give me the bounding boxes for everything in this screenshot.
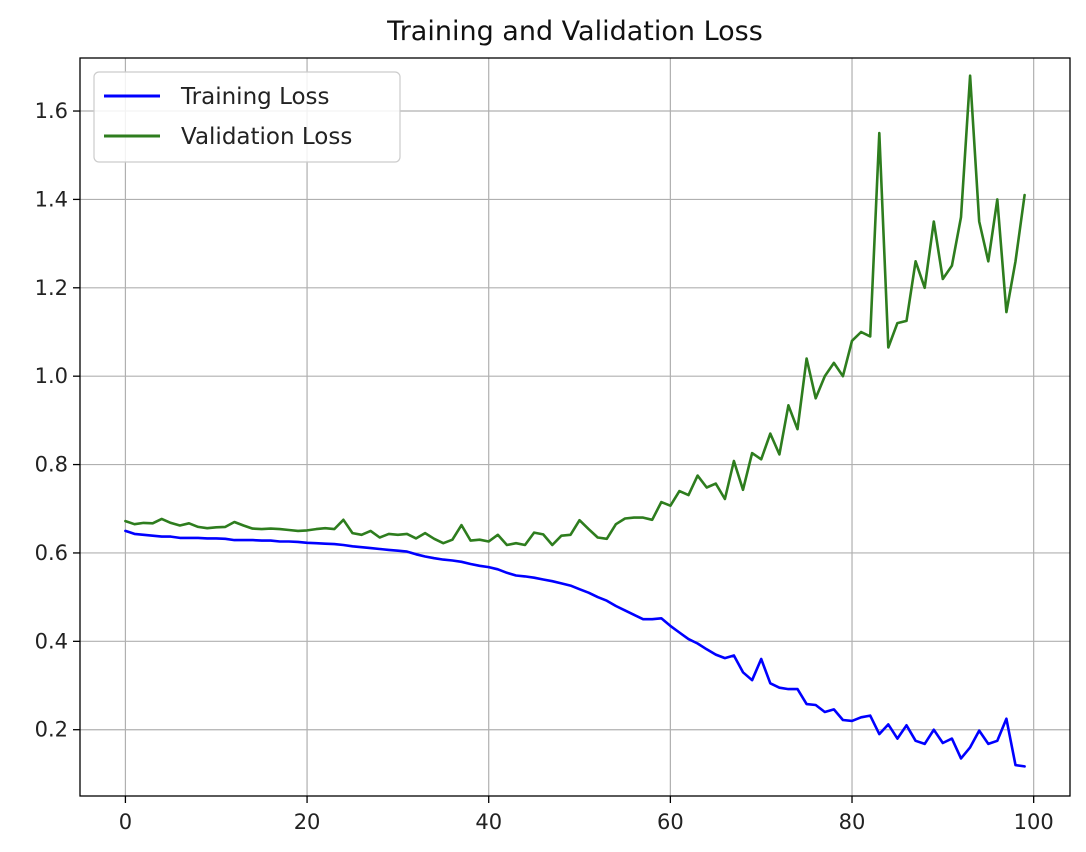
grid bbox=[80, 58, 1070, 796]
x-tick-label-0: 0 bbox=[119, 810, 132, 834]
x-tick-label-5: 100 bbox=[1014, 810, 1054, 834]
x-tick-label-2: 40 bbox=[475, 810, 502, 834]
legend: Training Loss Validation Loss bbox=[93, 71, 401, 163]
plot-area-frame bbox=[79, 57, 1071, 797]
y-tick-label-6: 1.4 bbox=[35, 187, 68, 211]
legend-label-validation: Validation Loss bbox=[181, 124, 352, 150]
series-lines bbox=[124, 74, 1026, 768]
series-line-training bbox=[124, 529, 1026, 768]
x-tick-label-3: 60 bbox=[657, 810, 684, 834]
y-tick-label-5: 1.2 bbox=[35, 276, 68, 300]
x-tick-label-4: 80 bbox=[839, 810, 866, 834]
legend-box bbox=[93, 71, 401, 163]
y-tick-label-7: 1.6 bbox=[35, 99, 68, 123]
legend-label-training: Training Loss bbox=[180, 84, 330, 110]
axis-ticks: 0 20 40 60 80 100 0.2 0.4 0.6 0.8 1.0 1.2 1.4 1.6 bbox=[35, 99, 1054, 834]
y-tick-label-2: 0.6 bbox=[35, 541, 68, 565]
series-line-validation bbox=[124, 74, 1026, 547]
y-tick-label-1: 0.4 bbox=[35, 629, 68, 653]
chart-title: Training and Validation Loss bbox=[386, 16, 763, 47]
y-tick-label-3: 0.8 bbox=[35, 453, 68, 477]
y-tick-label-4: 1.0 bbox=[35, 364, 68, 388]
y-tick-label-0: 0.2 bbox=[35, 718, 68, 742]
x-tick-label-1: 20 bbox=[294, 810, 321, 834]
